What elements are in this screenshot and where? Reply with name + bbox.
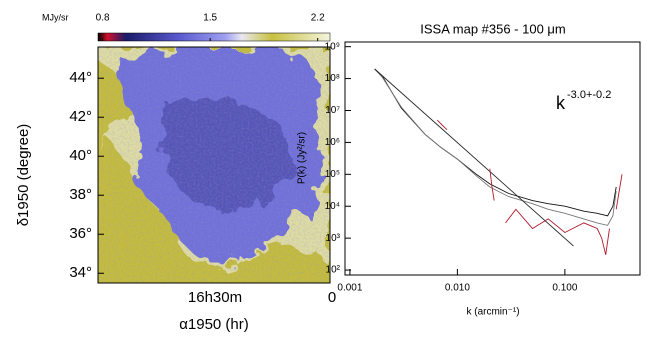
y-axis-label: δ1950 (degree) <box>15 124 32 227</box>
x-tick-label: 0.001 <box>337 283 362 294</box>
colorbar-tick-label: 0.8 <box>96 13 110 24</box>
colorbar-tick-label: 1.5 <box>203 13 217 24</box>
y-tick-label: 10⁶ <box>325 137 340 148</box>
colorbar <box>97 32 331 42</box>
y-tick-label: 10⁸ <box>325 73 340 84</box>
y-tick-label: 36° <box>69 225 92 242</box>
y-tick-label: 42° <box>69 108 92 125</box>
map-panel: MJy/sr 16h30m 0 α1950 (hr) δ1950 (degree… <box>15 12 336 333</box>
x-tick-label: 0 <box>328 289 336 306</box>
colorbar-tick-label: 2.2 <box>311 13 325 24</box>
chart-title: ISSA map #356 - 100 μm <box>420 21 566 36</box>
x-tick-label: 0.010 <box>445 283 470 294</box>
map-frame <box>97 46 331 284</box>
plot-frame <box>344 41 641 276</box>
y-tick-label: 10⁷ <box>325 105 340 116</box>
y-tick-label: 10² <box>326 265 341 276</box>
colorbar-label: MJy/sr <box>42 12 69 22</box>
y-tick-label: 10⁴ <box>325 201 340 212</box>
spectrum-panel: ISSA map #356 - 100 μm k -3.0+-0.2 k (ar… <box>297 21 641 318</box>
x-axis-label: α1950 (hr) <box>179 316 249 333</box>
y-tick-label: 34° <box>69 264 92 281</box>
annotation-base: k <box>556 93 566 113</box>
series-line <box>374 68 574 247</box>
y-tick-label: 44° <box>69 69 92 86</box>
y-tick-label: 10⁹ <box>325 41 340 52</box>
y-tick-label: 40° <box>69 147 92 164</box>
x-axis-label: k (arcmin⁻¹) <box>466 307 519 318</box>
series-line <box>436 119 623 255</box>
annotation-exponent: -3.0+-0.2 <box>567 89 611 101</box>
y-tick-label: 38° <box>69 186 92 203</box>
y-tick-label: 10⁵ <box>325 169 340 180</box>
x-tick-label: 0.100 <box>552 283 577 294</box>
y-tick-label: 10³ <box>326 233 341 244</box>
series-line <box>374 68 617 226</box>
x-tick-label: 16h30m <box>188 289 242 306</box>
map-image <box>98 47 330 283</box>
y-axis-label: P(k) (Jy²/sr) <box>297 132 308 184</box>
